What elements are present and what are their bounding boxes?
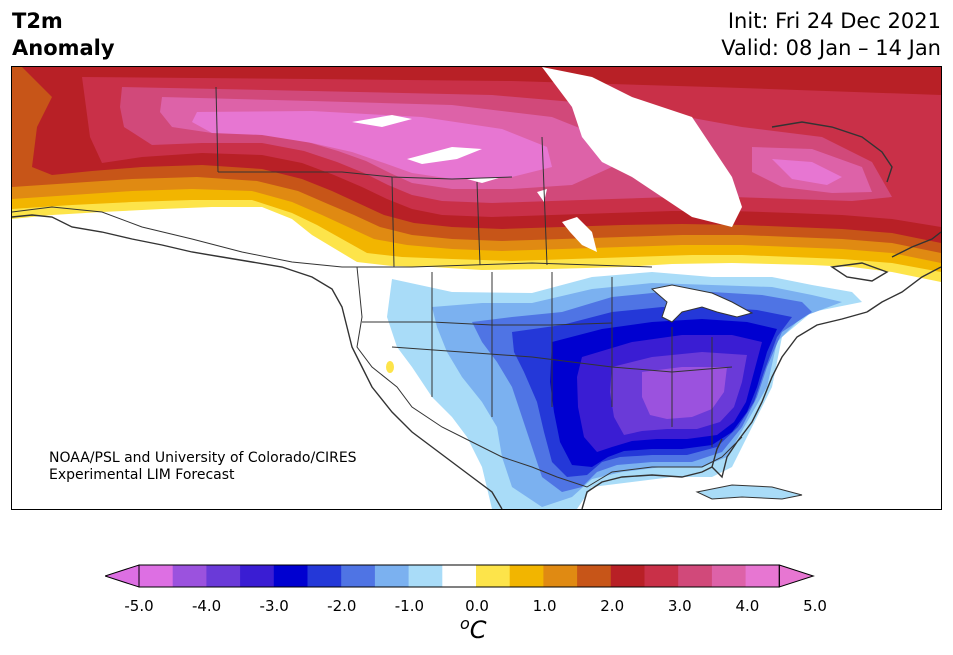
credit-text: NOAA/PSL and University of Colorado/CIRE…	[49, 450, 357, 484]
colorbar-segment	[307, 565, 342, 587]
colorbar-segment	[273, 565, 308, 587]
map-svg	[12, 67, 941, 509]
field-label: Anomaly	[12, 36, 115, 60]
great-lakes	[650, 284, 754, 323]
unit-degree-symbol: o	[460, 614, 470, 633]
colorbar-segment	[206, 565, 241, 587]
coastlines	[12, 121, 941, 509]
colorbar-segment	[711, 565, 747, 587]
valid-date: Valid: 08 Jan – 14 Jan	[721, 36, 941, 60]
init-date: Init: Fri 24 Dec 2021	[727, 9, 941, 33]
cuba	[695, 484, 803, 500]
colorbar-tick-label: -3.0	[259, 597, 289, 615]
colorbar	[105, 564, 815, 588]
colorbar-tick-label: 5.0	[803, 597, 827, 615]
credit-line-2: Experimental LIM Forecast	[49, 467, 235, 483]
colorbar-ticks: -5.0 -4.0 -3.0 -2.0 -1.0 0.0 1.0 2.0 3.0 4.0 5.0	[0, 597, 953, 617]
political-borders	[12, 86, 743, 488]
colorbar-segment	[442, 565, 477, 587]
cold-band-8	[642, 367, 727, 419]
warm-patch-baja	[386, 361, 394, 373]
colorbar-segment	[341, 565, 376, 587]
colorbar-unit: oC	[460, 614, 487, 644]
anomaly-map	[11, 66, 942, 510]
chart-title: T2m Anomaly	[12, 8, 115, 62]
hudson-bay	[542, 67, 742, 227]
colorbar-tick-label: 4.0	[735, 597, 760, 615]
colorbar-segment	[509, 565, 544, 587]
colorbar-tick-label: -4.0	[191, 597, 222, 615]
colorbar-segment	[745, 565, 780, 587]
colorbar-tick-label: 3.0	[667, 597, 692, 615]
colorbar-segment	[678, 565, 713, 587]
colorbar-segment	[240, 565, 275, 587]
colorbar-tick-label: -1.0	[394, 597, 425, 615]
forecast-dates: Init: Fri 24 Dec 2021 Valid: 08 Jan – 14…	[721, 8, 941, 62]
credit-line-1: NOAA/PSL and University of Colorado/CIRE…	[49, 450, 357, 466]
colorbar-tick-label: 0.0	[465, 597, 489, 615]
warm-band-9	[192, 111, 842, 185]
colorbar-segment	[408, 565, 443, 587]
unit-label: C	[469, 616, 487, 644]
colorbar-segment	[172, 565, 207, 587]
colorbar-segment	[610, 565, 645, 587]
variable-label: T2m	[12, 9, 63, 33]
colorbar-segment	[543, 565, 578, 587]
colorbar-frame	[138, 564, 780, 588]
colorbar-extend-min	[105, 564, 140, 588]
colorbar-segment	[644, 565, 679, 587]
colorbar-segment	[577, 565, 612, 587]
colorbar-tick-label: -2.0	[327, 597, 357, 615]
colorbar-tick-label: 2.0	[600, 597, 625, 615]
colorbar-segment	[476, 565, 511, 587]
colorbar-segment	[139, 565, 174, 587]
colorbar-tick-label: 1.0	[532, 597, 557, 615]
colorbar-tick-label: -5.0	[124, 597, 154, 615]
colorbar-segment	[374, 565, 410, 587]
colorbar-extend-max	[778, 564, 815, 588]
